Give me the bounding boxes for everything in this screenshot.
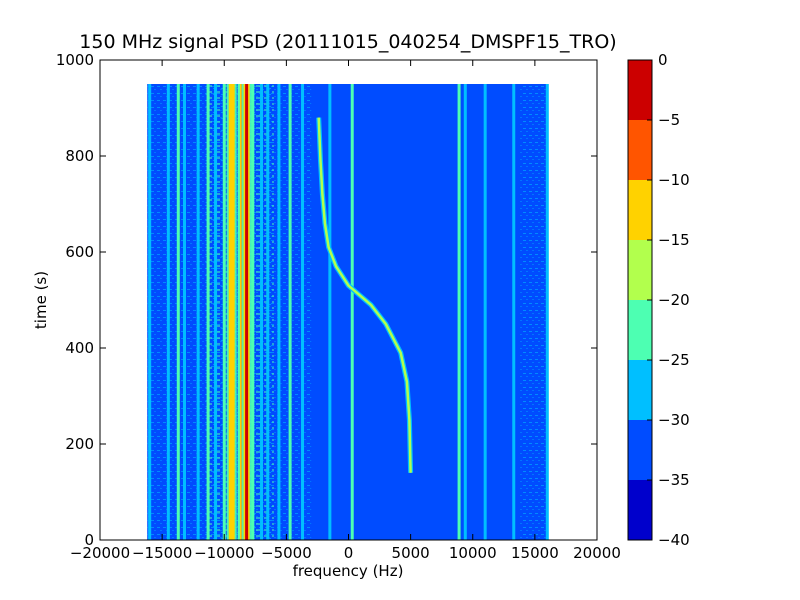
spectral-line [277,84,281,540]
x-axis: −20000 −15000 −10000 −5000 0 5000 10000 15000 20… [70,60,621,562]
spectrogram [147,84,549,540]
x-tick-label: 15000 [511,544,559,562]
colorbar-tick-label: 0 [658,51,668,69]
spectral-line [301,84,305,540]
spectral-line [196,84,200,540]
y-tick-label: 1000 [56,51,94,69]
spectral-line [328,84,332,540]
x-tick-label: −20000 [70,544,130,562]
colorbar-tick-label: −25 [658,351,690,369]
doppler-trace [317,117,412,473]
x-tick-label: 5000 [392,544,430,562]
chart-title: 150 MHz signal PSD (20111015_040254_DMSP… [79,31,616,53]
colorbar-band [628,420,652,480]
spectral-line [483,84,487,540]
colorbar-tick-label: −40 [658,531,690,549]
colorbar-band [628,180,652,240]
colorbar-band [628,120,652,180]
spectral-line [350,84,354,540]
colorbar-band [628,480,652,540]
spectral-line [545,84,549,540]
spectral-line [463,84,467,540]
colorbar-band [628,300,652,360]
colorbar: 0 −5 −10 −15 −20 −25 −30 −35 −40 [627,51,690,549]
spectral-line [222,84,226,540]
colorbar-band [628,60,652,120]
y-tick-label: 800 [65,147,94,165]
spectral-line [206,84,210,540]
colorbar-tick-label: −35 [658,471,690,489]
spectral-line [251,84,255,540]
y-tick-label: 400 [65,339,94,357]
spectral-line [182,84,186,540]
plot-area [100,60,597,540]
spectral-line [176,84,180,540]
colorbar-band [628,360,652,420]
x-axis-title: frequency (Hz) [293,562,404,580]
spectral-line [148,84,152,540]
colorbar-tick-label: −10 [658,171,690,189]
colorbar-band [628,240,652,300]
spectral-line [457,84,461,540]
y-tick-label: 0 [84,531,94,549]
x-tick-label: −5000 [261,544,312,562]
colorbar-tick-label: −20 [658,291,690,309]
spectral-line [230,84,234,540]
spectral-line [288,84,292,540]
y-axis: 0 200 400 600 800 1000 [56,51,597,549]
spectral-line [245,84,249,540]
y-tick-label: 200 [65,435,94,453]
spectral-line [214,84,218,540]
noise-texture-right [519,84,548,540]
colorbar-tick-label: −30 [658,411,690,429]
colorbar-tick-label: −15 [658,231,690,249]
spectral-line [260,84,264,540]
y-axis-title: time (s) [32,271,50,329]
x-tick-label: 0 [344,544,354,562]
spectral-line [512,84,516,540]
colorbar-tick-label: −5 [658,111,680,129]
spectral-line [166,84,170,540]
x-tick-label: −15000 [132,544,192,562]
spectral-line [266,84,270,540]
x-tick-label: −10000 [194,544,254,562]
x-tick-label: 10000 [449,544,497,562]
y-tick-label: 600 [65,243,94,261]
x-tick-label: 20000 [573,544,621,562]
